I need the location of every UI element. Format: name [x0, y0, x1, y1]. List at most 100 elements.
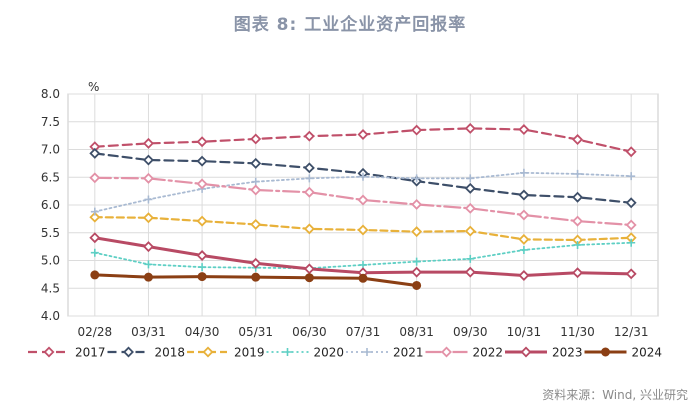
- data-point-2022: [196, 178, 208, 190]
- x-tick-label: 08/31: [399, 325, 434, 339]
- data-point-2021: [144, 195, 153, 204]
- source-note: 资料来源：Wind, 兴业研究: [542, 388, 688, 402]
- data-point-2022: [89, 172, 101, 184]
- legend-swatch-marker: [601, 347, 610, 357]
- data-point-2017: [518, 124, 530, 135]
- data-point-2020: [573, 240, 582, 249]
- y-tick-label: 4.5: [41, 281, 60, 295]
- x-tick-label: 03/31: [131, 325, 166, 339]
- data-point-2018: [625, 197, 637, 209]
- data-point-2017: [196, 136, 208, 148]
- legend-label: 2024: [632, 346, 663, 360]
- data-point-2023: [303, 263, 315, 275]
- data-point-2021: [359, 172, 367, 181]
- legend-swatch-marker: [520, 346, 532, 358]
- data-point-2023: [464, 266, 476, 278]
- data-point-2023: [89, 232, 101, 244]
- legend-label: 2019: [234, 346, 265, 360]
- y-unit-label: %: [88, 80, 99, 94]
- data-point-2019: [518, 233, 530, 245]
- data-point-2023: [250, 257, 262, 269]
- y-tick-label: 8.0: [41, 87, 60, 101]
- data-point-2022: [303, 186, 315, 198]
- legend-item-2024: 2024: [584, 346, 663, 360]
- legend-item-2022: 2022: [425, 346, 504, 360]
- y-tick-label: 6.0: [41, 198, 60, 212]
- x-tick-label: 11/30: [560, 325, 595, 339]
- x-tick-label: 09/30: [453, 325, 488, 339]
- data-point-2022: [357, 194, 369, 206]
- data-point-2019: [196, 215, 208, 227]
- y-tick-label: 7.5: [41, 115, 60, 129]
- series-lines: [89, 122, 637, 290]
- data-point-2017: [464, 122, 476, 134]
- legend-item-2017: 2017: [28, 346, 106, 360]
- data-point-2018: [303, 162, 315, 174]
- legend-item-2019: 2019: [187, 346, 265, 360]
- data-point-2020: [144, 260, 153, 269]
- data-point-2020: [466, 254, 475, 263]
- data-point-2018: [572, 191, 584, 203]
- x-tick-label: 06/30: [292, 325, 327, 339]
- data-point-2021: [466, 174, 475, 183]
- chart-title: 图表 8: 工业企业资产回报率: [233, 15, 467, 35]
- data-point-2022: [464, 202, 476, 214]
- y-axis-ticks: 8.0 7.5 7.0 6.5 6.0 5.5 5.0 4.5 4.0%: [41, 80, 100, 323]
- legend-swatch-marker: [43, 346, 55, 358]
- data-point-2022: [625, 219, 637, 231]
- data-point-2024: [412, 280, 422, 290]
- data-point-2018: [250, 157, 262, 169]
- data-point-2019: [357, 224, 369, 236]
- y-tick-label: 5.0: [41, 254, 60, 268]
- data-point-2020: [627, 238, 636, 247]
- legend-swatch-marker: [123, 346, 134, 358]
- legend: 2017 2018 2019 2020 2021 2022 2023 2024: [28, 346, 662, 360]
- data-point-2020: [412, 257, 421, 266]
- y-tick-label: 4.0: [41, 309, 60, 323]
- legend-swatch-marker: [202, 346, 214, 358]
- data-point-2019: [303, 223, 315, 235]
- data-point-2019: [250, 218, 262, 230]
- data-point-2017: [572, 134, 584, 145]
- data-point-2022: [142, 172, 154, 184]
- data-point-2017: [250, 133, 262, 145]
- data-point-2023: [625, 268, 637, 280]
- data-point-2023: [142, 241, 154, 253]
- series-2023: [89, 232, 637, 281]
- data-point-2017: [142, 137, 154, 149]
- data-point-2018: [518, 189, 530, 201]
- data-point-2019: [142, 212, 154, 224]
- series-2020: [90, 238, 636, 273]
- data-point-2024: [143, 272, 153, 282]
- y-tick-label: 6.5: [41, 170, 60, 184]
- series-2022: [89, 172, 637, 231]
- data-point-2022: [518, 209, 530, 221]
- legend-item-2023: 2023: [505, 346, 583, 360]
- legend-label: 2022: [473, 346, 504, 360]
- data-point-2022: [572, 215, 584, 227]
- series-2024: [90, 270, 422, 290]
- y-tick-label: 7.0: [41, 143, 60, 157]
- data-point-2018: [89, 147, 101, 159]
- data-point-2023: [411, 266, 423, 278]
- data-point-2021: [412, 174, 421, 183]
- data-point-2023: [518, 270, 530, 281]
- data-point-2017: [303, 130, 315, 142]
- legend-item-2020: 2020: [266, 346, 344, 360]
- legend-swatch-marker: [441, 346, 452, 358]
- x-tick-label: 05/31: [238, 325, 273, 339]
- data-point-2020: [519, 245, 528, 254]
- data-point-2022: [250, 184, 262, 196]
- legend-swatch-marker: [363, 348, 371, 356]
- data-point-2018: [196, 155, 208, 167]
- data-point-2024: [197, 272, 207, 282]
- x-tick-label: 10/31: [507, 325, 542, 339]
- data-point-2019: [89, 211, 101, 223]
- data-point-2017: [357, 129, 369, 140]
- data-point-2017: [625, 146, 637, 158]
- data-point-2019: [464, 225, 476, 237]
- y-tick-label: 5.5: [41, 226, 60, 240]
- data-point-2020: [90, 248, 99, 257]
- x-tick-label: 12/31: [614, 325, 649, 339]
